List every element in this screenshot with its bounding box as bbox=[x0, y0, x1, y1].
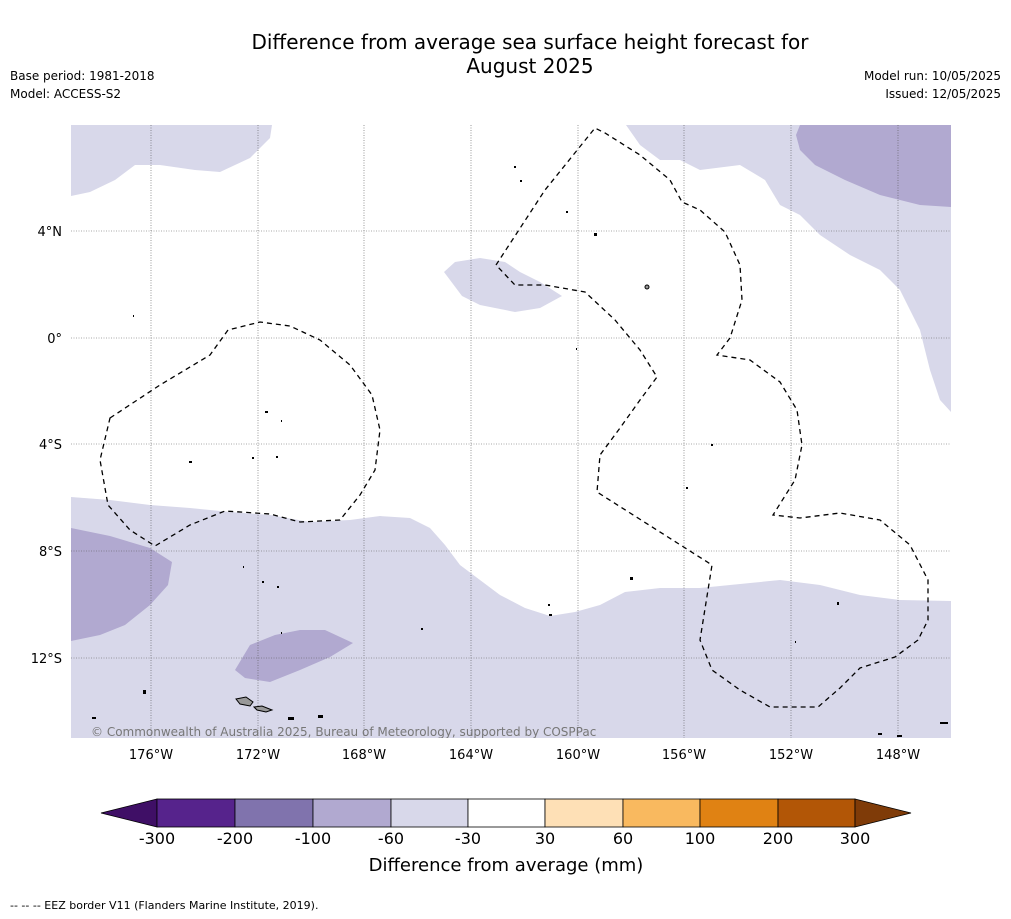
colorbar-bin bbox=[622, 798, 701, 828]
colorbar-tick: 200 bbox=[763, 829, 794, 848]
contour-medium-south bbox=[235, 630, 353, 682]
contour-light-ne bbox=[626, 125, 951, 412]
contour-light-nw bbox=[71, 125, 272, 196]
lat-label: 8°S bbox=[39, 545, 62, 560]
islet bbox=[594, 233, 597, 236]
lon-label: 160°W bbox=[556, 748, 600, 763]
latitude-labels: 4°N 0° 4°S 8°S 12°S bbox=[31, 225, 62, 667]
islands bbox=[235, 284, 650, 713]
lon-label: 172°W bbox=[236, 748, 280, 763]
colorbar-tick: -200 bbox=[217, 829, 253, 848]
islet bbox=[421, 628, 423, 630]
colorbar-tick: 60 bbox=[613, 829, 633, 848]
meta-right: Model run: 10/05/2025 Issued: 12/05/2025 bbox=[864, 67, 1001, 103]
colorbar-bin bbox=[390, 798, 469, 828]
colorbar-bin bbox=[777, 798, 856, 828]
map-title: Difference from average sea surface heig… bbox=[200, 30, 860, 78]
lon-label: 164°W bbox=[449, 748, 493, 763]
colorbar-tick: 100 bbox=[685, 829, 716, 848]
islet bbox=[837, 602, 839, 605]
map-title-line1: Difference from average sea surface heig… bbox=[251, 30, 809, 54]
islet bbox=[630, 577, 633, 580]
contour-light-central bbox=[444, 258, 562, 312]
lat-label: 4°N bbox=[38, 225, 63, 240]
base-period: Base period: 1981-2018 bbox=[10, 69, 155, 83]
lon-label: 152°W bbox=[769, 748, 813, 763]
colorbar-tick: -30 bbox=[455, 829, 481, 848]
longitude-labels: 176°W 172°W 168°W 164°W 160°W 156°W 152°… bbox=[129, 748, 920, 763]
islet bbox=[566, 211, 568, 213]
colorbar-bin bbox=[544, 798, 624, 828]
colorbar-tick: -60 bbox=[378, 829, 404, 848]
contour-medium-ne bbox=[796, 125, 951, 207]
colorbar-tick: 30 bbox=[535, 829, 555, 848]
islet bbox=[288, 717, 294, 720]
islet bbox=[143, 690, 146, 694]
footer-note: -- -- -- EEZ border V11 (Flanders Marine… bbox=[10, 899, 319, 912]
islet bbox=[133, 315, 134, 317]
lat-label: 12°S bbox=[31, 652, 62, 667]
islet bbox=[265, 411, 268, 413]
lat-label: 0° bbox=[47, 332, 62, 347]
contour-light-south bbox=[71, 497, 951, 738]
colorbar bbox=[100, 798, 912, 828]
gridlines bbox=[71, 125, 951, 738]
copyright-credit: © Commonwealth of Australia 2025, Bureau… bbox=[91, 725, 596, 739]
colorbar-bin bbox=[156, 798, 236, 828]
islet bbox=[92, 717, 96, 719]
meta-left: Base period: 1981-2018 Model: ACCESS-S2 bbox=[10, 67, 155, 103]
islet bbox=[277, 586, 279, 588]
islet bbox=[940, 722, 948, 724]
issued-date: Issued: 12/05/2025 bbox=[885, 87, 1001, 101]
islet bbox=[897, 735, 902, 737]
islet bbox=[520, 180, 522, 182]
lon-label: 156°W bbox=[662, 748, 706, 763]
islet bbox=[276, 456, 278, 458]
colorbar-bin bbox=[312, 798, 392, 828]
lon-label: 176°W bbox=[129, 748, 173, 763]
islet bbox=[686, 487, 688, 489]
island-savaii bbox=[235, 696, 254, 707]
islet bbox=[281, 420, 282, 422]
small-islets bbox=[92, 166, 948, 737]
colorbar-label: Difference from average (mm) bbox=[369, 855, 644, 876]
contour-medium-west bbox=[71, 528, 172, 641]
map-title-line2: August 2025 bbox=[466, 54, 594, 78]
colorbar-extend-low bbox=[100, 798, 158, 828]
islet bbox=[514, 166, 516, 168]
colorbar-tick: -100 bbox=[295, 829, 331, 848]
colorbar-tick: 300 bbox=[840, 829, 871, 848]
model-name: Model: ACCESS-S2 bbox=[10, 87, 122, 101]
eez-border-west bbox=[99, 321, 381, 547]
colorbar-bin bbox=[467, 798, 546, 828]
map-area: © Commonwealth of Australia 2025, Bureau… bbox=[71, 125, 951, 739]
islet bbox=[795, 641, 796, 643]
model-run: Model run: 10/05/2025 bbox=[863, 69, 1001, 83]
islet bbox=[318, 715, 323, 718]
island-upolu bbox=[252, 705, 274, 713]
lon-label: 148°W bbox=[876, 748, 920, 763]
colorbar-ticks: -300 -200 -100 -60 -30 30 60 100 200 300 bbox=[139, 829, 870, 848]
islet bbox=[548, 604, 550, 606]
islet bbox=[262, 581, 264, 583]
colorbar-tick: -300 bbox=[139, 829, 175, 848]
lon-label: 168°W bbox=[342, 748, 386, 763]
islet bbox=[243, 566, 244, 568]
islet bbox=[281, 632, 282, 634]
islet bbox=[711, 444, 713, 446]
lat-label: 4°S bbox=[39, 438, 62, 453]
islet bbox=[252, 457, 254, 459]
eez-border-central bbox=[495, 127, 929, 708]
islet bbox=[189, 461, 192, 463]
islet bbox=[549, 614, 552, 616]
islet bbox=[878, 733, 882, 735]
colorbar-bin bbox=[234, 798, 314, 828]
island-kiritimati bbox=[644, 284, 650, 290]
colorbar-bin bbox=[699, 798, 779, 828]
colorbar-extend-high bbox=[854, 798, 912, 828]
eez-borders bbox=[99, 127, 929, 708]
islet bbox=[576, 348, 577, 350]
